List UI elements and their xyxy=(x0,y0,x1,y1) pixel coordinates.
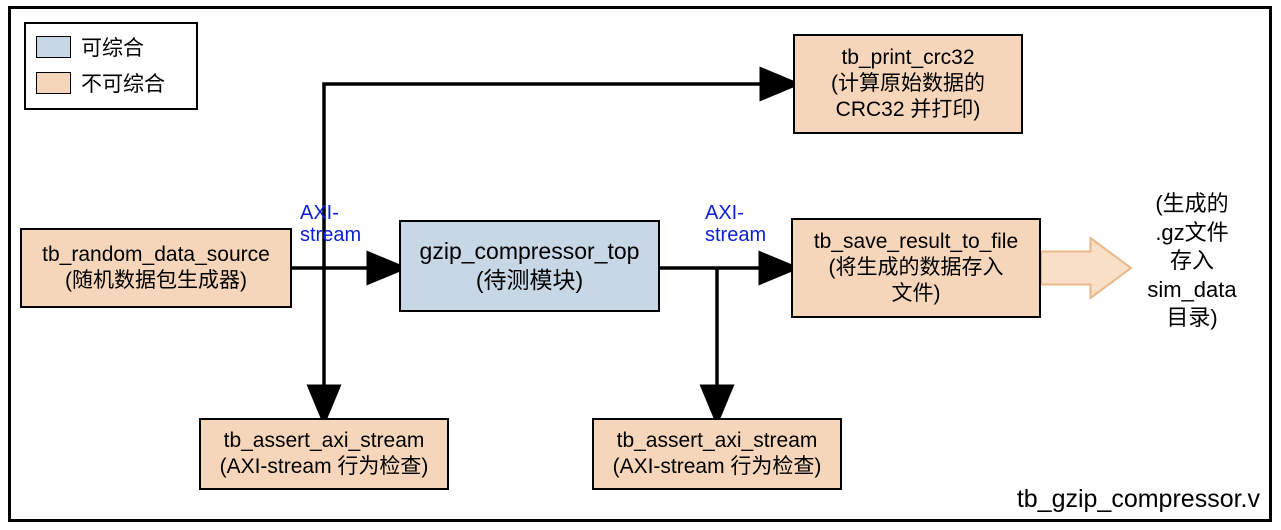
edge-label: AXI- stream xyxy=(705,202,766,246)
node-assert1: tb_assert_axi_stream(AXI-stream 行为检查) xyxy=(199,418,449,490)
output-text-line: .gz文件 xyxy=(1128,219,1256,248)
output-text-line: 目录) xyxy=(1128,304,1256,333)
node-assert2: tb_assert_axi_stream(AXI-stream 行为检查) xyxy=(592,418,842,490)
node-text: (随机数据包生成器) xyxy=(65,268,247,294)
node-text: tb_random_data_source xyxy=(42,242,270,268)
node-text: tb_assert_axi_stream xyxy=(617,428,818,454)
node-text: (AXI-stream 行为检查) xyxy=(613,454,822,480)
node-text: (计算原始数据的 xyxy=(831,71,985,97)
node-text: (待测模块) xyxy=(476,266,583,295)
node-text: tb_save_result_to_file xyxy=(814,229,1018,255)
edge-label: AXI- stream xyxy=(300,202,361,246)
output-text: (生成的.gz文件存入sim_data目录) xyxy=(1128,190,1256,333)
node-text: tb_print_crc32 xyxy=(841,45,974,71)
node-text: gzip_compressor_top xyxy=(420,237,640,266)
legend-swatch xyxy=(36,72,71,94)
diagram-canvas: 可综合不可综合 tb_random_data_source(随机数据包生成器) g… xyxy=(0,0,1281,530)
node-text: tb_assert_axi_stream xyxy=(224,428,425,454)
node-src: tb_random_data_source(随机数据包生成器) xyxy=(20,228,292,308)
legend-item: 不可综合 xyxy=(36,68,165,98)
legend-label: 不可综合 xyxy=(81,68,165,98)
output-text-line: 存入 xyxy=(1128,247,1256,276)
node-text: (AXI-stream 行为检查) xyxy=(220,454,429,480)
node-text: 文件) xyxy=(892,281,941,307)
output-text-line: (生成的 xyxy=(1128,190,1256,219)
node-crc: tb_print_crc32(计算原始数据的CRC32 并打印) xyxy=(793,34,1023,134)
diagram-title: tb_gzip_compressor.v xyxy=(1017,485,1260,514)
legend-label: 可综合 xyxy=(81,32,144,62)
legend-item: 可综合 xyxy=(36,32,144,62)
node-text: (将生成的数据存入 xyxy=(829,255,1004,281)
node-dut: gzip_compressor_top(待测模块) xyxy=(399,220,660,312)
node-text: CRC32 并打印) xyxy=(836,97,981,123)
output-text-line: sim_data xyxy=(1128,276,1256,305)
legend-swatch xyxy=(36,36,71,58)
node-save: tb_save_result_to_file(将生成的数据存入文件) xyxy=(791,218,1041,318)
